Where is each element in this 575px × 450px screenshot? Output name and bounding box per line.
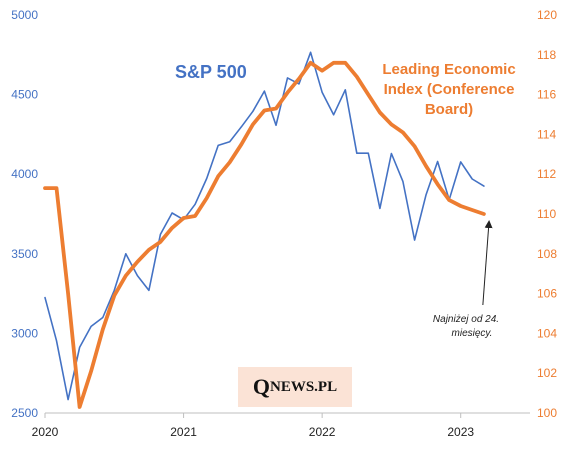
x-tick-label-2021: 2021 (170, 425, 197, 439)
annotation-arrow (482, 220, 493, 306)
left-tick-label-5000: 5000 (11, 8, 38, 22)
watermark-logo: Q NEWS.PL (238, 367, 352, 407)
right-tick-label-106: 106 (537, 287, 557, 301)
x-tick-label-2020: 2020 (32, 425, 59, 439)
left-axis: 2500 3000 3500 4000 4500 5000 (11, 8, 38, 420)
right-tick-label-114: 114 (537, 127, 556, 141)
x-tick-label-2022: 2022 (309, 425, 336, 439)
right-axis: 100 102 104 106 108 110 112 114 116 118 120 (537, 8, 557, 420)
sp500-line (44, 51, 485, 401)
right-tick-label-104: 104 (537, 326, 557, 340)
right-tick-label-112: 112 (537, 167, 556, 181)
left-tick-label-3500: 3500 (11, 247, 38, 261)
lei-line (43, 60, 486, 409)
x-axis: 2020 2021 2022 2023 (32, 412, 530, 439)
right-tick-label-100: 100 (537, 406, 557, 420)
right-tick-label-118: 118 (537, 48, 556, 62)
watermark-logo-text: NEWS.PL (270, 378, 338, 395)
annotation-text-line-2: miesięcy. (452, 328, 493, 339)
left-tick-label-3000: 3000 (11, 326, 38, 340)
right-tick-label-108: 108 (537, 247, 557, 261)
watermark-logo-q: Q (252, 374, 270, 399)
lei-series-label-line-2: Index (Conference (384, 81, 515, 98)
right-tick-label-110: 110 (537, 207, 556, 221)
right-tick-label-102: 102 (537, 366, 557, 380)
sp500-series-label: S&P 500 (175, 62, 247, 82)
left-tick-label-4500: 4500 (11, 88, 38, 102)
right-tick-label-120: 120 (537, 8, 557, 22)
left-tick-label-4000: 4000 (11, 167, 38, 181)
left-tick-label-2500: 2500 (11, 406, 38, 420)
series-layer (43, 51, 486, 409)
annotation-text-line-1: Najniżej od 24. (433, 314, 499, 325)
right-tick-label-116: 116 (537, 88, 556, 102)
lei-series-label-line-1: Leading Economic (382, 61, 515, 78)
x-tick-label-2023: 2023 (447, 425, 474, 439)
lei-series-label-line-3: Board) (425, 101, 473, 118)
